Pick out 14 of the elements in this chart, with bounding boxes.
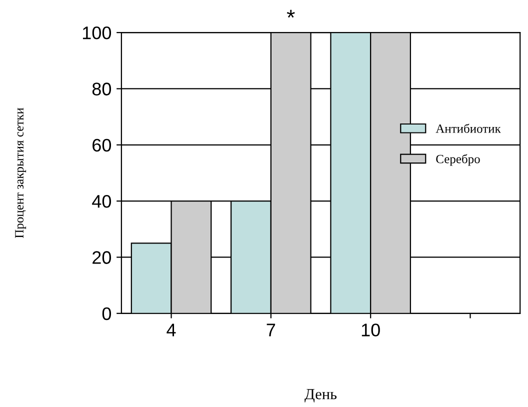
x-tick-label: 10 <box>362 324 380 336</box>
annotation: * <box>286 10 295 18</box>
y-tick-label: 0 <box>102 307 112 320</box>
y-tick-label: 60 <box>92 138 112 152</box>
x-tick-label: 7 <box>266 324 276 336</box>
y-tick-label: 100 <box>82 26 112 40</box>
legend-label: Серебро <box>436 154 480 166</box>
x-axis-title: День <box>304 389 337 402</box>
y-tick-label: 20 <box>92 251 112 264</box>
legend-label: Антибиотик <box>436 124 501 133</box>
y-tick-label: 80 <box>92 82 112 96</box>
y-axis-title: Процент закрытия сетки <box>15 108 26 238</box>
y-tick-label: 40 <box>92 194 112 208</box>
x-tick-label: 4 <box>166 324 176 336</box>
